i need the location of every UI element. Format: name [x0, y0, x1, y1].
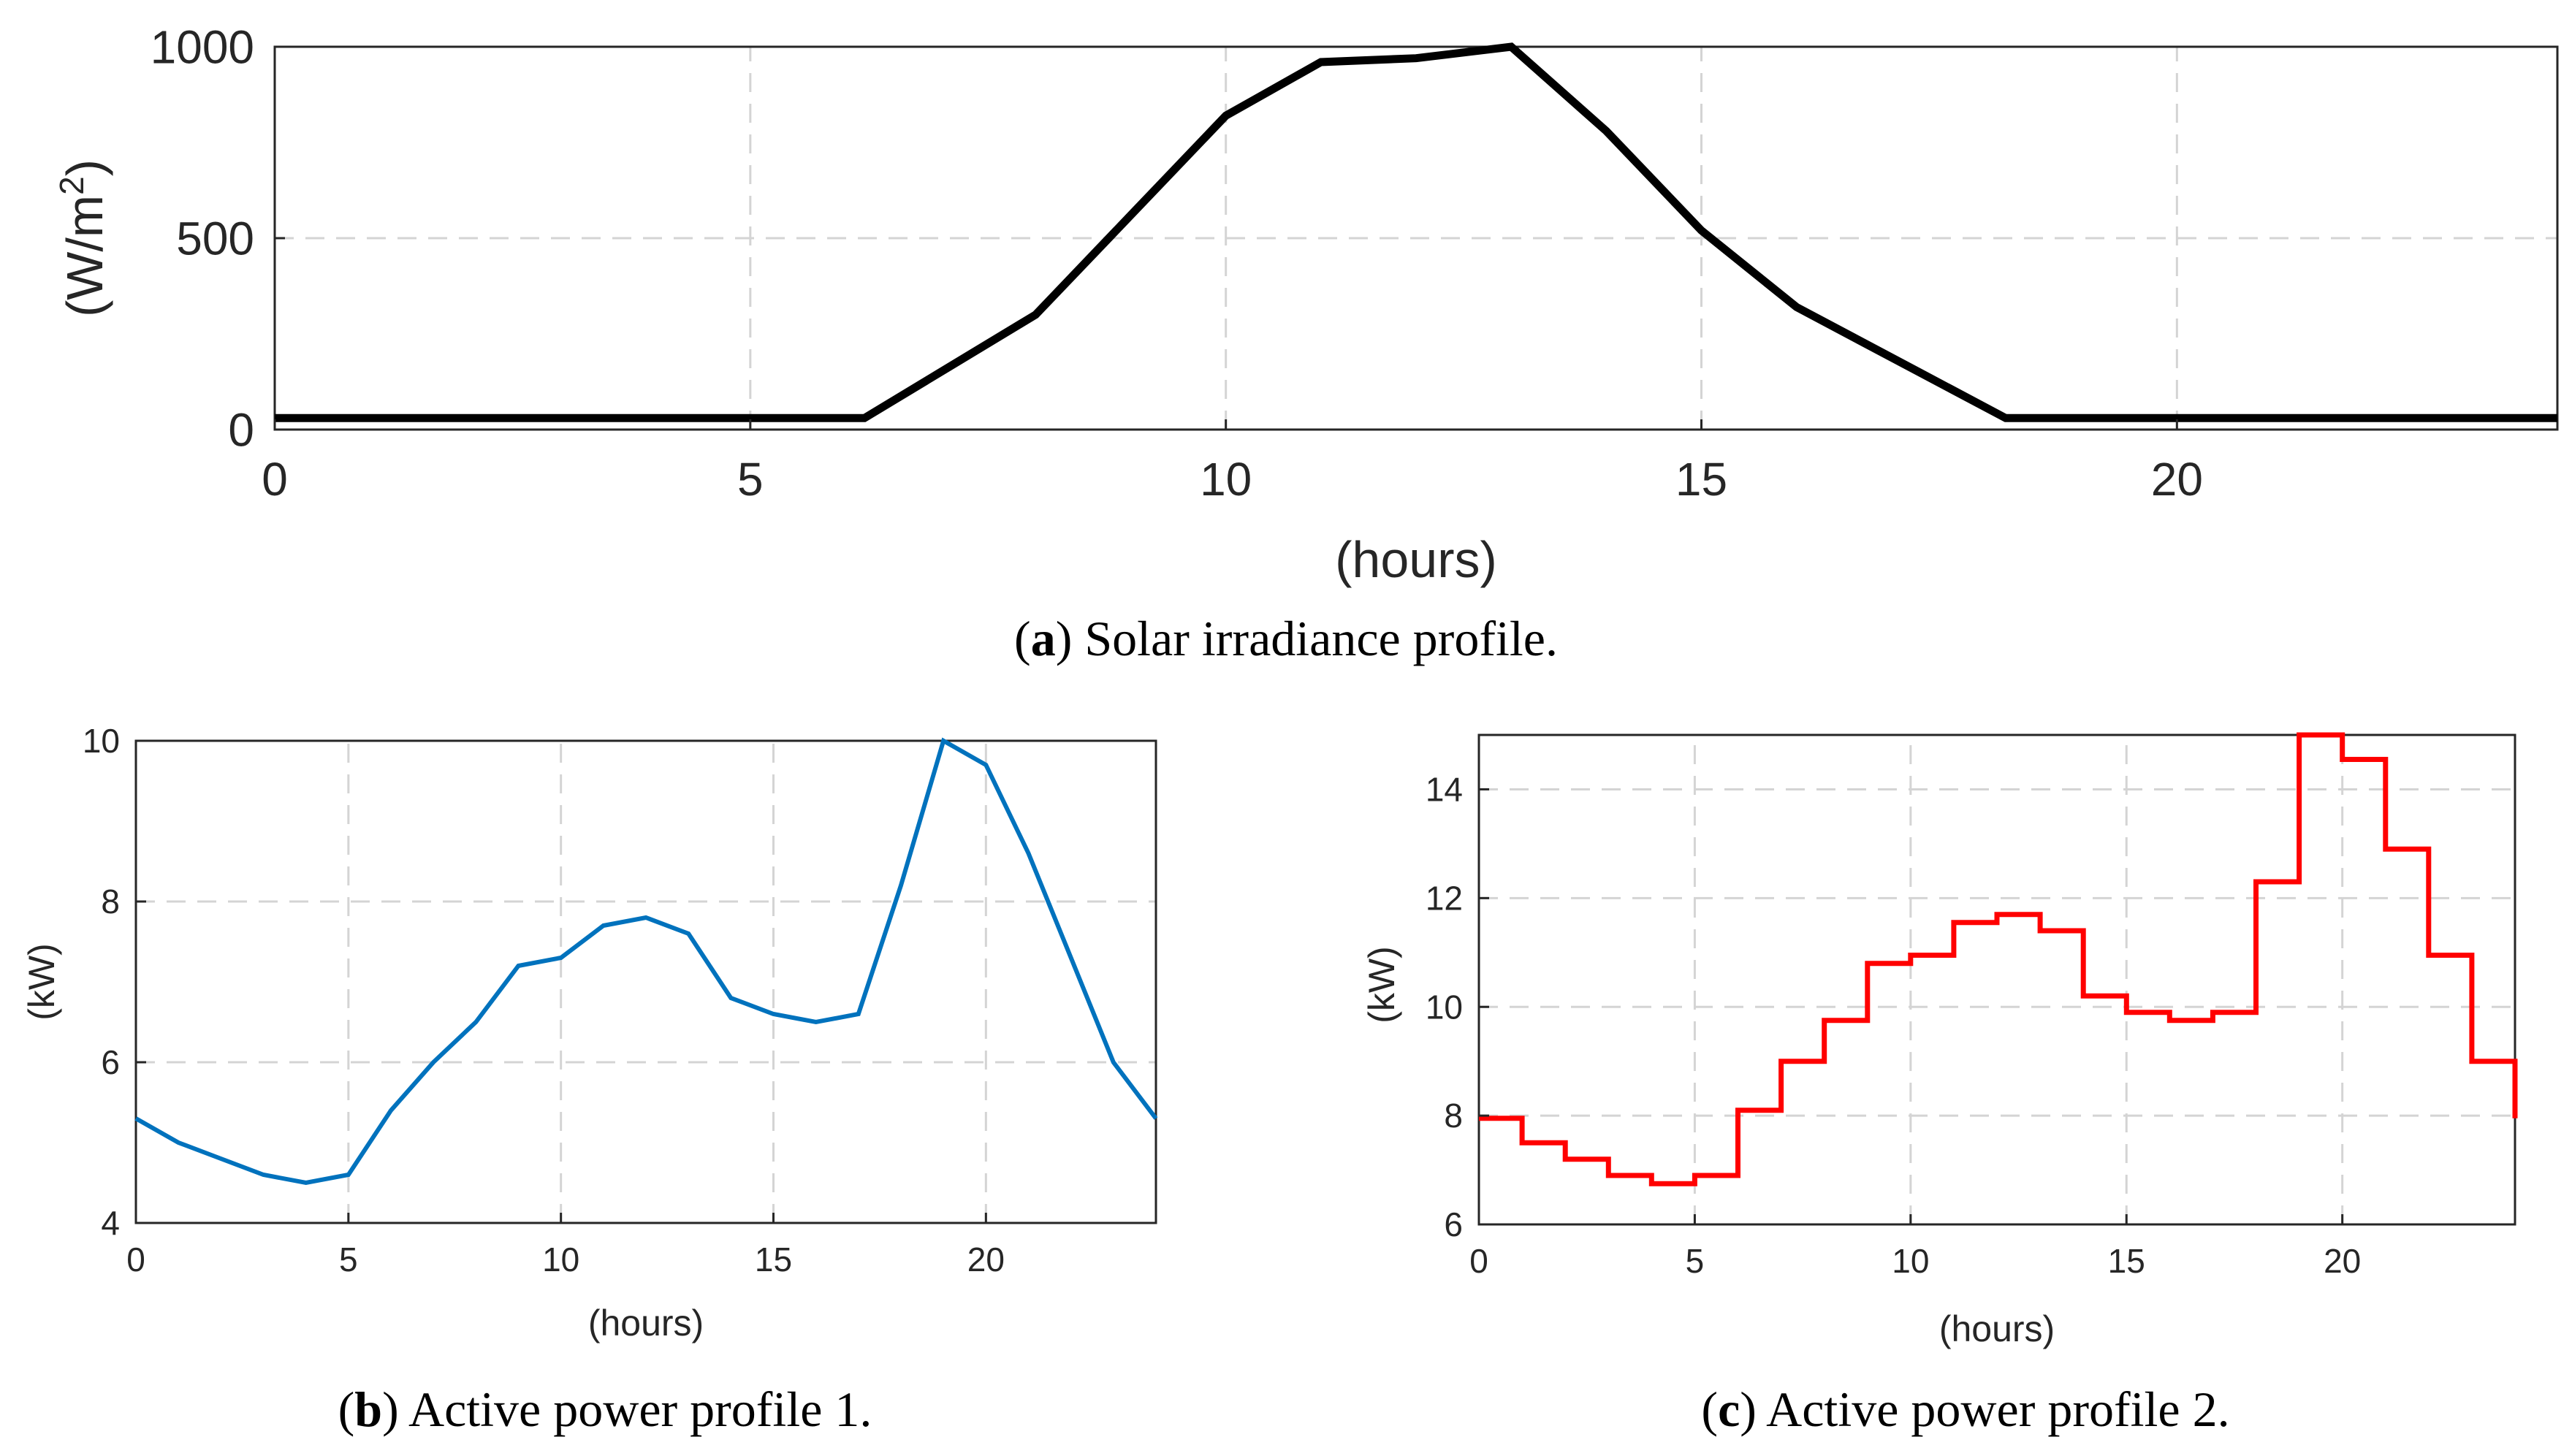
panel-a-solar-irradiance-chart: 0 5 10 15 20 0 500 1000 (hours) (W/m2) (a) Sola…	[53, 20, 2559, 666]
panel-b-series-line	[134, 737, 1158, 1186]
panel-b-caption-letter: b	[354, 1381, 382, 1437]
panel-a-caption-text: ) Solar irradiance profile.	[1056, 611, 1558, 666]
panel-a-gridlines	[275, 47, 2557, 430]
panel-c-series-line	[1479, 732, 2518, 1186]
panel-b-x-tick-label: 5	[339, 1240, 358, 1278]
panel-b-x-tick-label: 0	[126, 1240, 145, 1278]
panel-b-active-power-profile-1-chart: 0 5 10 15 20 4 6 8 10 (hours) (kW) (b) Active po…	[21, 722, 1158, 1437]
panel-b-y-tick-label: 4	[101, 1204, 120, 1242]
panel-c-caption-letter: c	[1718, 1381, 1740, 1437]
panel-c-caption-text: ) Active power profile 2.	[1740, 1381, 2229, 1437]
panel-c-x-tick-label: 10	[1892, 1242, 1929, 1280]
panel-c-gridlines	[1479, 735, 2515, 1224]
panel-b-gridlines	[136, 741, 1156, 1223]
panel-c-x-tick-label: 15	[2108, 1242, 2145, 1280]
panel-a-x-tick-label: 20	[2151, 453, 2203, 506]
panel-c-caption-open: (	[1701, 1381, 1718, 1437]
panel-c-ticks: 0 5 10 15 20 6 8 10 12 14	[1426, 771, 2361, 1280]
panel-c-x-tick-label: 20	[2324, 1242, 2361, 1280]
panel-c-caption: (c) Active power profile 2.	[1701, 1381, 2229, 1437]
panel-b-y-tick-label: 6	[101, 1043, 120, 1081]
panel-c-data	[1479, 732, 2518, 1186]
panel-b-y-tick-label: 10	[83, 722, 120, 760]
panel-a-caption-letter: a	[1031, 611, 1056, 666]
panel-a-series-line	[275, 42, 2557, 422]
panel-b-caption-open: (	[338, 1381, 355, 1437]
panel-a-y-axis-label-main: (W/m	[56, 195, 113, 317]
panel-b-x-tick-label: 10	[542, 1240, 579, 1278]
panel-a-y-axis-label-end: )	[56, 159, 113, 176]
panel-a-y-axis-label-superscript: 2	[53, 176, 91, 195]
panel-a-data	[275, 42, 2557, 422]
panel-b-plot-frame	[134, 739, 1157, 1224]
panel-c-active-power-profile-2-chart: 0 5 10 15 20 6 8 10 12 14 (hours) (kW) (c) Active…	[1361, 732, 2518, 1437]
panel-b-x-axis-label: (hours)	[588, 1303, 704, 1343]
panel-a-caption-open: (	[1014, 611, 1031, 666]
panel-c-y-axis-label: (kW)	[1361, 946, 1402, 1024]
panel-b-ticks: 0 5 10 15 20 4 6 8 10	[83, 722, 1005, 1278]
panel-c-y-tick-label: 6	[1444, 1205, 1463, 1243]
panel-a-x-axis-label: (hours)	[1335, 531, 1497, 588]
panel-a-y-axis-label: (W/m2)	[53, 159, 113, 317]
panel-c-x-tick-label: 0	[1469, 1242, 1488, 1280]
panel-a-x-tick-label: 15	[1675, 453, 1727, 506]
panel-a-y-tick-label: 1000	[151, 20, 254, 73]
panel-b-y-axis-label: (kW)	[21, 943, 62, 1021]
panel-c-y-tick-label: 12	[1426, 879, 1463, 917]
panel-c-y-tick-label: 8	[1444, 1097, 1463, 1135]
panel-b-caption-text: ) Active power profile 1.	[382, 1381, 872, 1437]
panel-c-y-tick-label: 10	[1426, 988, 1463, 1026]
panel-c-y-tick-label: 14	[1426, 771, 1463, 809]
panel-c-x-axis-label: (hours)	[1939, 1308, 2055, 1349]
panel-b-x-tick-label: 15	[755, 1240, 792, 1278]
panel-b-data	[134, 737, 1158, 1186]
panel-c-x-tick-label: 5	[1686, 1242, 1705, 1280]
panel-c-plot-frame	[1477, 733, 2516, 1226]
panel-a-x-tick-label: 0	[262, 453, 288, 506]
panel-a-ticks: 0 5 10 15 20 0 500 1000	[151, 20, 2203, 506]
panel-b-x-tick-label: 20	[967, 1240, 1005, 1278]
panel-a-x-tick-label: 10	[1200, 453, 1252, 506]
panel-a-y-tick-label: 500	[176, 212, 254, 264]
panel-a-caption: (a) Solar irradiance profile.	[1014, 611, 1558, 666]
panel-b-y-tick-label: 8	[101, 883, 120, 921]
panel-a-x-tick-label: 5	[737, 453, 764, 506]
panel-a-y-tick-label: 0	[228, 403, 254, 456]
panel-b-caption: (b) Active power profile 1.	[338, 1381, 872, 1437]
